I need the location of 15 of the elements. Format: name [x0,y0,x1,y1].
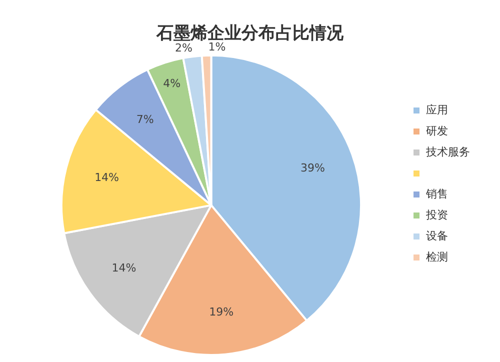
data-label: 14% [94,171,120,184]
data-label: 7% [136,112,154,126]
legend-label: 应用 [426,104,448,117]
data-label: 14% [112,261,136,274]
legend-label: 技术服务 [425,146,470,159]
legend-label: 研发 [426,126,448,138]
data-label: 39% [300,162,325,175]
legend-label: 投资 [425,210,448,222]
legend-label: 检测 [426,252,448,264]
data-label: 2% [175,42,192,55]
data-label: 19% [209,305,234,318]
legend-label: 设备 [426,230,448,243]
legend-label: 销售 [425,188,448,201]
data-label: 4% [163,76,181,90]
data-label: 1% [208,40,226,54]
